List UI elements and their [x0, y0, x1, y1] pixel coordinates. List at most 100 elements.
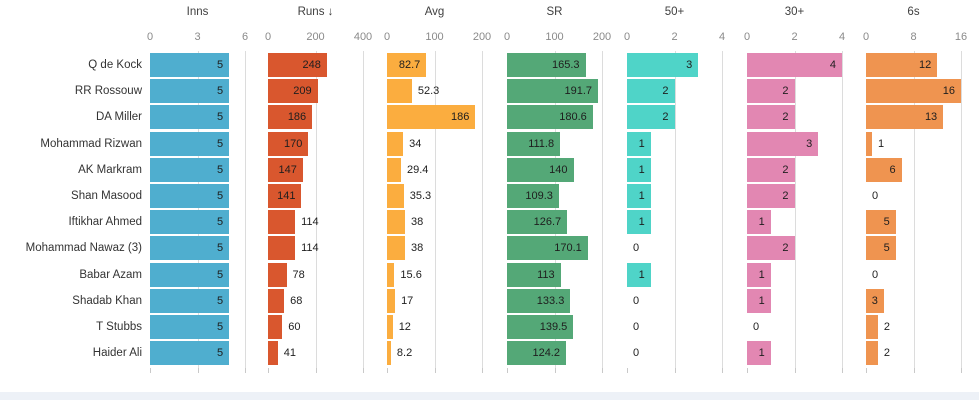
bar-runs-rr-rossouw[interactable]: 209: [268, 79, 318, 104]
bar-runs-shan-masood[interactable]: 141: [268, 184, 302, 208]
bar-50-rr-rossouw[interactable]: 2: [627, 79, 675, 104]
axis-tick-mark: [842, 367, 843, 373]
row-label-rr-rossouw[interactable]: RR Rossouw: [74, 85, 142, 98]
bar-inns-shan-masood[interactable]: 5: [150, 184, 230, 208]
row-label-ak-markram[interactable]: AK Markram: [78, 163, 142, 176]
bar-value-label: 78: [292, 268, 305, 281]
bar-6s-mohammad-nawaz-3[interactable]: 5: [866, 236, 896, 261]
bar-inns-q-de-kock[interactable]: 5: [150, 53, 230, 77]
bar-6s-t-stubbs[interactable]: [866, 315, 878, 339]
bar-50-da-miller[interactable]: 2: [627, 105, 675, 130]
column-header-50[interactable]: 50+: [664, 6, 685, 18]
bar-30-da-miller[interactable]: 2: [747, 105, 795, 130]
row-label-mohammad-rizwan[interactable]: Mohammad Rizwan: [40, 137, 142, 150]
bar-30-shan-masood[interactable]: 2: [747, 184, 795, 208]
bar-50-shan-masood[interactable]: 1: [627, 184, 651, 208]
bar-30-ak-markram[interactable]: 2: [747, 157, 795, 182]
row-label-mohammad-nawaz-3[interactable]: Mohammad Nawaz (3): [25, 242, 142, 255]
bar-runs-babar-azam[interactable]: [268, 262, 287, 287]
bar-sr-t-stubbs[interactable]: 139.5: [507, 315, 574, 339]
bar-inns-ak-markram[interactable]: 5: [150, 157, 230, 182]
bar-sr-iftikhar-ahmed[interactable]: 126.7: [507, 210, 568, 235]
bar-30-babar-azam[interactable]: 1: [747, 262, 771, 287]
bar-inns-rr-rossouw[interactable]: 5: [150, 79, 230, 104]
bar-30-shadab-khan[interactable]: 1: [747, 288, 771, 313]
column-header-avg[interactable]: Avg: [424, 6, 445, 18]
bar-sr-mohammad-nawaz-3[interactable]: 170.1: [507, 236, 588, 261]
bar-inns-iftikhar-ahmed[interactable]: 5: [150, 210, 230, 235]
bar-avg-da-miller[interactable]: 186: [387, 105, 476, 130]
bar-30-q-de-kock[interactable]: 4: [747, 53, 842, 77]
bar-runs-ak-markram[interactable]: 147: [268, 157, 303, 182]
bar-avg-q-de-kock[interactable]: 82.7: [387, 53, 427, 77]
row-label-babar-azam[interactable]: Babar Azam: [79, 268, 142, 281]
bar-runs-q-de-kock[interactable]: 248: [268, 53, 327, 77]
bar-50-babar-azam[interactable]: 1: [627, 262, 651, 287]
row-label-shadab-khan[interactable]: Shadab Khan: [72, 294, 142, 307]
bar-50-mohammad-rizwan[interactable]: 1: [627, 131, 651, 156]
bar-6s-iftikhar-ahmed[interactable]: 5: [866, 210, 896, 235]
bar-30-mohammad-nawaz-3[interactable]: 2: [747, 236, 795, 261]
bar-sr-shan-masood[interactable]: 109.3: [507, 184, 559, 208]
bar-6s-mohammad-rizwan[interactable]: [866, 131, 872, 156]
bar-runs-mohammad-rizwan[interactable]: 170: [268, 131, 309, 156]
bar-sr-da-miller[interactable]: 180.6: [507, 105, 593, 130]
bar-runs-da-miller[interactable]: 186: [268, 105, 313, 130]
bar-6s-q-de-kock[interactable]: 12: [866, 53, 938, 77]
bar-avg-mohammad-rizwan[interactable]: [387, 131, 404, 156]
bar-30-haider-ali[interactable]: 1: [747, 341, 771, 366]
row-label-shan-masood[interactable]: Shan Masood: [71, 190, 142, 202]
bar-50-q-de-kock[interactable]: 3: [627, 53, 699, 77]
bar-runs-shadab-khan[interactable]: [268, 288, 285, 313]
axis-tick-mark: [245, 367, 246, 373]
bar-inns-mohammad-nawaz-3[interactable]: 5: [150, 236, 230, 261]
bar-6s-rr-rossouw[interactable]: 16: [866, 79, 961, 104]
bar-avg-t-stubbs[interactable]: [387, 315, 393, 339]
bar-runs-mohammad-nawaz-3[interactable]: [268, 236, 296, 261]
bar-runs-t-stubbs[interactable]: [268, 315, 283, 339]
bar-50-ak-markram[interactable]: 1: [627, 157, 651, 182]
row-label-q-de-kock[interactable]: Q de Kock: [88, 59, 142, 71]
bar-avg-shadab-khan[interactable]: [387, 288, 396, 313]
bar-sr-haider-ali[interactable]: 124.2: [507, 341, 566, 366]
bar-value-label: 5: [217, 85, 224, 98]
bar-avg-iftikhar-ahmed[interactable]: [387, 210, 406, 235]
bar-sr-babar-azam[interactable]: 113: [507, 262, 561, 287]
column-header-runs[interactable]: Runs ↓: [297, 6, 334, 18]
bar-sr-ak-markram[interactable]: 140: [507, 157, 574, 182]
bar-avg-shan-masood[interactable]: [387, 184, 404, 208]
bar-inns-da-miller[interactable]: 5: [150, 105, 230, 130]
bar-sr-rr-rossouw[interactable]: 191.7: [507, 79, 599, 104]
bar-sr-q-de-kock[interactable]: 165.3: [507, 53, 586, 77]
row-label-t-stubbs[interactable]: T Stubbs: [96, 321, 142, 333]
bar-30-iftikhar-ahmed[interactable]: 1: [747, 210, 771, 235]
column-header-inns[interactable]: Inns: [186, 6, 209, 18]
bar-avg-haider-ali[interactable]: [387, 341, 391, 366]
bar-runs-haider-ali[interactable]: [268, 341, 278, 366]
bar-avg-babar-azam[interactable]: [387, 262, 395, 287]
bar-50-iftikhar-ahmed[interactable]: 1: [627, 210, 651, 235]
bar-6s-ak-markram[interactable]: 6: [866, 157, 902, 182]
column-header-sr[interactable]: SR: [546, 6, 563, 18]
bar-sr-mohammad-rizwan[interactable]: 111.8: [507, 131, 561, 156]
bar-inns-haider-ali[interactable]: 5: [150, 341, 230, 366]
bar-30-rr-rossouw[interactable]: 2: [747, 79, 795, 104]
bar-inns-mohammad-rizwan[interactable]: 5: [150, 131, 230, 156]
bar-6s-haider-ali[interactable]: [866, 341, 878, 366]
row-label-da-miller[interactable]: DA Miller: [95, 111, 142, 124]
row-label-haider-ali[interactable]: Haider Ali: [92, 347, 142, 360]
bar-runs-iftikhar-ahmed[interactable]: [268, 210, 296, 235]
column-header-6s[interactable]: 6s: [907, 6, 920, 18]
bar-inns-shadab-khan[interactable]: 5: [150, 288, 230, 313]
row-label-iftikhar-ahmed[interactable]: Iftikhar Ahmed: [68, 216, 142, 229]
bar-inns-t-stubbs[interactable]: 5: [150, 315, 230, 339]
bar-sr-shadab-khan[interactable]: 133.3: [507, 288, 571, 313]
bar-30-mohammad-rizwan[interactable]: 3: [747, 131, 819, 156]
bar-6s-shadab-khan[interactable]: 3: [866, 288, 884, 313]
column-header-30[interactable]: 30+: [784, 6, 805, 18]
bar-6s-da-miller[interactable]: 13: [866, 105, 944, 130]
bar-inns-babar-azam[interactable]: 5: [150, 262, 230, 287]
bar-avg-ak-markram[interactable]: [387, 157, 401, 182]
bar-avg-rr-rossouw[interactable]: [387, 79, 412, 104]
bar-avg-mohammad-nawaz-3[interactable]: [387, 236, 406, 261]
